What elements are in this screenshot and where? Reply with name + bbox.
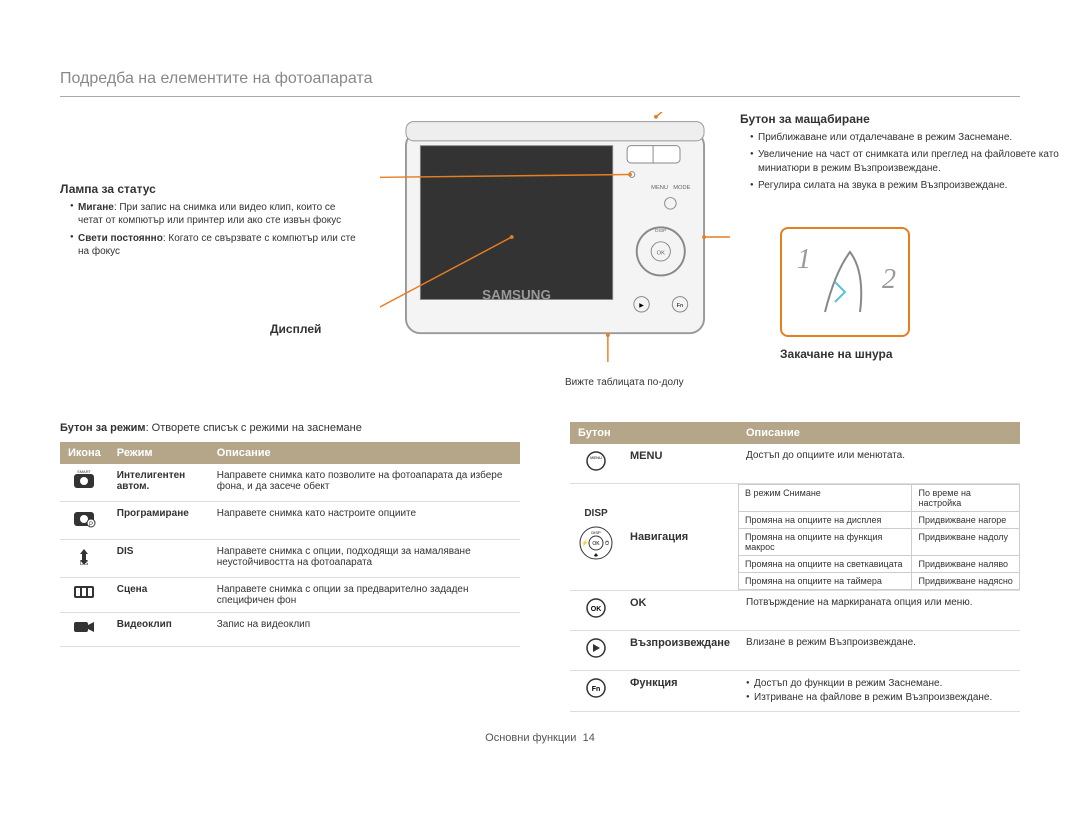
play-desc: Влизане в режим Възпроизвеждане.	[738, 631, 1020, 671]
th-mode: Режим	[109, 442, 209, 464]
th-desc: Описание	[209, 442, 520, 464]
mode-desc: Направете снимка с опции за предварителн…	[209, 578, 520, 613]
mode-name: Видеоклип	[109, 613, 209, 647]
th-button: Бутон	[570, 422, 738, 444]
zoom-item-2: Увеличение на част от снимката или прегл…	[750, 148, 1080, 176]
svg-text:P: P	[89, 522, 93, 528]
th-desc: Описание	[738, 422, 1020, 444]
table-row: DIS DIS Направете снимка с опции, подход…	[60, 540, 520, 578]
program-icon: P	[60, 502, 109, 540]
table-row: OK OK Потвърждение на маркираната опция …	[570, 591, 1020, 631]
nav-inner-table: В режим СниманеПо време на настройка Про…	[738, 484, 1020, 590]
svg-text:DISP: DISP	[655, 228, 666, 234]
display-label: Дисплей	[270, 322, 321, 336]
mode-name: Сцена	[109, 578, 209, 613]
nav-button-icon: DISP OKDISP♣⚡⏱	[570, 484, 622, 591]
svg-text:OK: OK	[657, 250, 665, 256]
page-footer: Основни функции 14	[60, 732, 1020, 744]
status-lamp-item-2: Свети постоянно: Когато се свързвате с к…	[70, 232, 360, 258]
svg-text:DISP: DISP	[591, 530, 601, 535]
zoom-item-3: Регулира силата на звука в режим Възпрои…	[750, 179, 1080, 193]
status-lamp-item-1: Мигане: При запис на снимка или видео кл…	[70, 201, 360, 227]
svg-text:MODE: MODE	[673, 185, 690, 191]
table-row: MENU MENU Достъп до опциите или менютата…	[570, 444, 1020, 484]
mode-name: Интелигентен автом.	[109, 464, 209, 502]
strap-label: Закачане на шнура	[780, 347, 893, 361]
table-row: SMART Интелигентен автом. Направете сним…	[60, 464, 520, 502]
ok-label: OK	[622, 591, 738, 631]
menu-desc: Достъп до опциите или менютата.	[738, 444, 1020, 484]
zoom-callout: Бутон за мащабиране Приближаване или отд…	[740, 112, 1080, 196]
mode-name: DIS	[109, 540, 209, 578]
svg-text:OK: OK	[591, 606, 602, 613]
table-row: Възпроизвеждане Влизане в режим Възпроиз…	[570, 631, 1020, 671]
svg-text:Fn: Fn	[592, 686, 601, 693]
svg-text:⏱: ⏱	[605, 540, 610, 547]
svg-text:SMART: SMART	[77, 470, 91, 474]
camera-illustration: SAMSUNG MENU MODE OK DISP ▶ Fn	[380, 112, 730, 362]
fn-label: Функция	[622, 671, 738, 712]
zoom-item-1: Приближаване или отдалечаване в режим За…	[750, 131, 1080, 145]
nav-desc: В режим СниманеПо време на настройка Про…	[738, 484, 1020, 591]
table-row: P Програмиране Направете снимка като нас…	[60, 502, 520, 540]
see-table-below: Вижте таблицата по-долу	[565, 377, 684, 388]
svg-text:MENU: MENU	[590, 455, 602, 460]
strap-illustration: 1 2	[780, 227, 910, 337]
nav-label: Навигация	[622, 484, 738, 591]
video-icon	[60, 613, 109, 647]
svg-text:SAMSUNG: SAMSUNG	[482, 288, 551, 303]
play-label: Възпроизвеждане	[622, 631, 738, 671]
mode-name: Програмиране	[109, 502, 209, 540]
play-button-icon	[570, 631, 622, 671]
modes-table: Икона Режим Описание SMART Интелигентен …	[60, 442, 520, 647]
mode-desc: Направете снимка като позволите на фотоа…	[209, 464, 520, 502]
table-row: Сцена Направете снимка с опции за предва…	[60, 578, 520, 613]
buttons-section: Бутон Описание MENU MENU Достъп до опции…	[570, 422, 1020, 712]
mode-desc: Запис на видеоклип	[209, 613, 520, 647]
zoom-label: Бутон за мащабиране	[740, 112, 1080, 126]
menu-button-icon: MENU	[570, 444, 622, 484]
mode-desc: Направете снимка като настроите опциите	[209, 502, 520, 540]
svg-text:♣: ♣	[594, 553, 598, 559]
svg-text:OK: OK	[592, 541, 600, 547]
mode-desc: Направете снимка с опции, подходящи за н…	[209, 540, 520, 578]
modes-section: Бутон за режим: Отворете списък с режими…	[60, 422, 520, 712]
buttons-table: Бутон Описание MENU MENU Достъп до опции…	[570, 422, 1020, 712]
fn-desc: Достъп до функции в режим Заснемане. Изт…	[738, 671, 1020, 712]
table-row: Видеоклип Запис на видеоклип	[60, 613, 520, 647]
table-row: DISP OKDISP♣⚡⏱ Навигация В режим Снимане…	[570, 484, 1020, 591]
page-header: Подредба на елементите на фотоапарата	[60, 70, 1020, 97]
menu-label: MENU	[622, 444, 738, 484]
strap-step-1: 1	[797, 244, 811, 276]
strap-step-2: 2	[882, 264, 896, 296]
upper-diagram-area: Лампа за статус Мигане: При запис на сни…	[60, 112, 1020, 392]
smart-auto-icon: SMART	[60, 464, 109, 502]
ok-button-icon: OK	[570, 591, 622, 631]
svg-text:Fn: Fn	[677, 303, 684, 309]
svg-text:▶: ▶	[639, 303, 644, 309]
svg-text:DIS: DIS	[80, 561, 89, 566]
status-lamp-callout: Лампа за статус Мигане: При запис на сни…	[60, 182, 360, 263]
scene-icon	[60, 578, 109, 613]
table-row: Fn Функция Достъп до функции в режим Зас…	[570, 671, 1020, 712]
fn-button-icon: Fn	[570, 671, 622, 712]
ok-desc: Потвърждение на маркираната опция или ме…	[738, 591, 1020, 631]
th-icon: Икона	[60, 442, 109, 464]
mode-button-intro: Бутон за режим: Отворете списък с режими…	[60, 422, 520, 434]
dis-icon: DIS	[60, 540, 109, 578]
status-lamp-label: Лампа за статус	[60, 182, 360, 196]
svg-text:⚡: ⚡	[581, 539, 588, 547]
svg-text:MENU: MENU	[651, 185, 668, 191]
